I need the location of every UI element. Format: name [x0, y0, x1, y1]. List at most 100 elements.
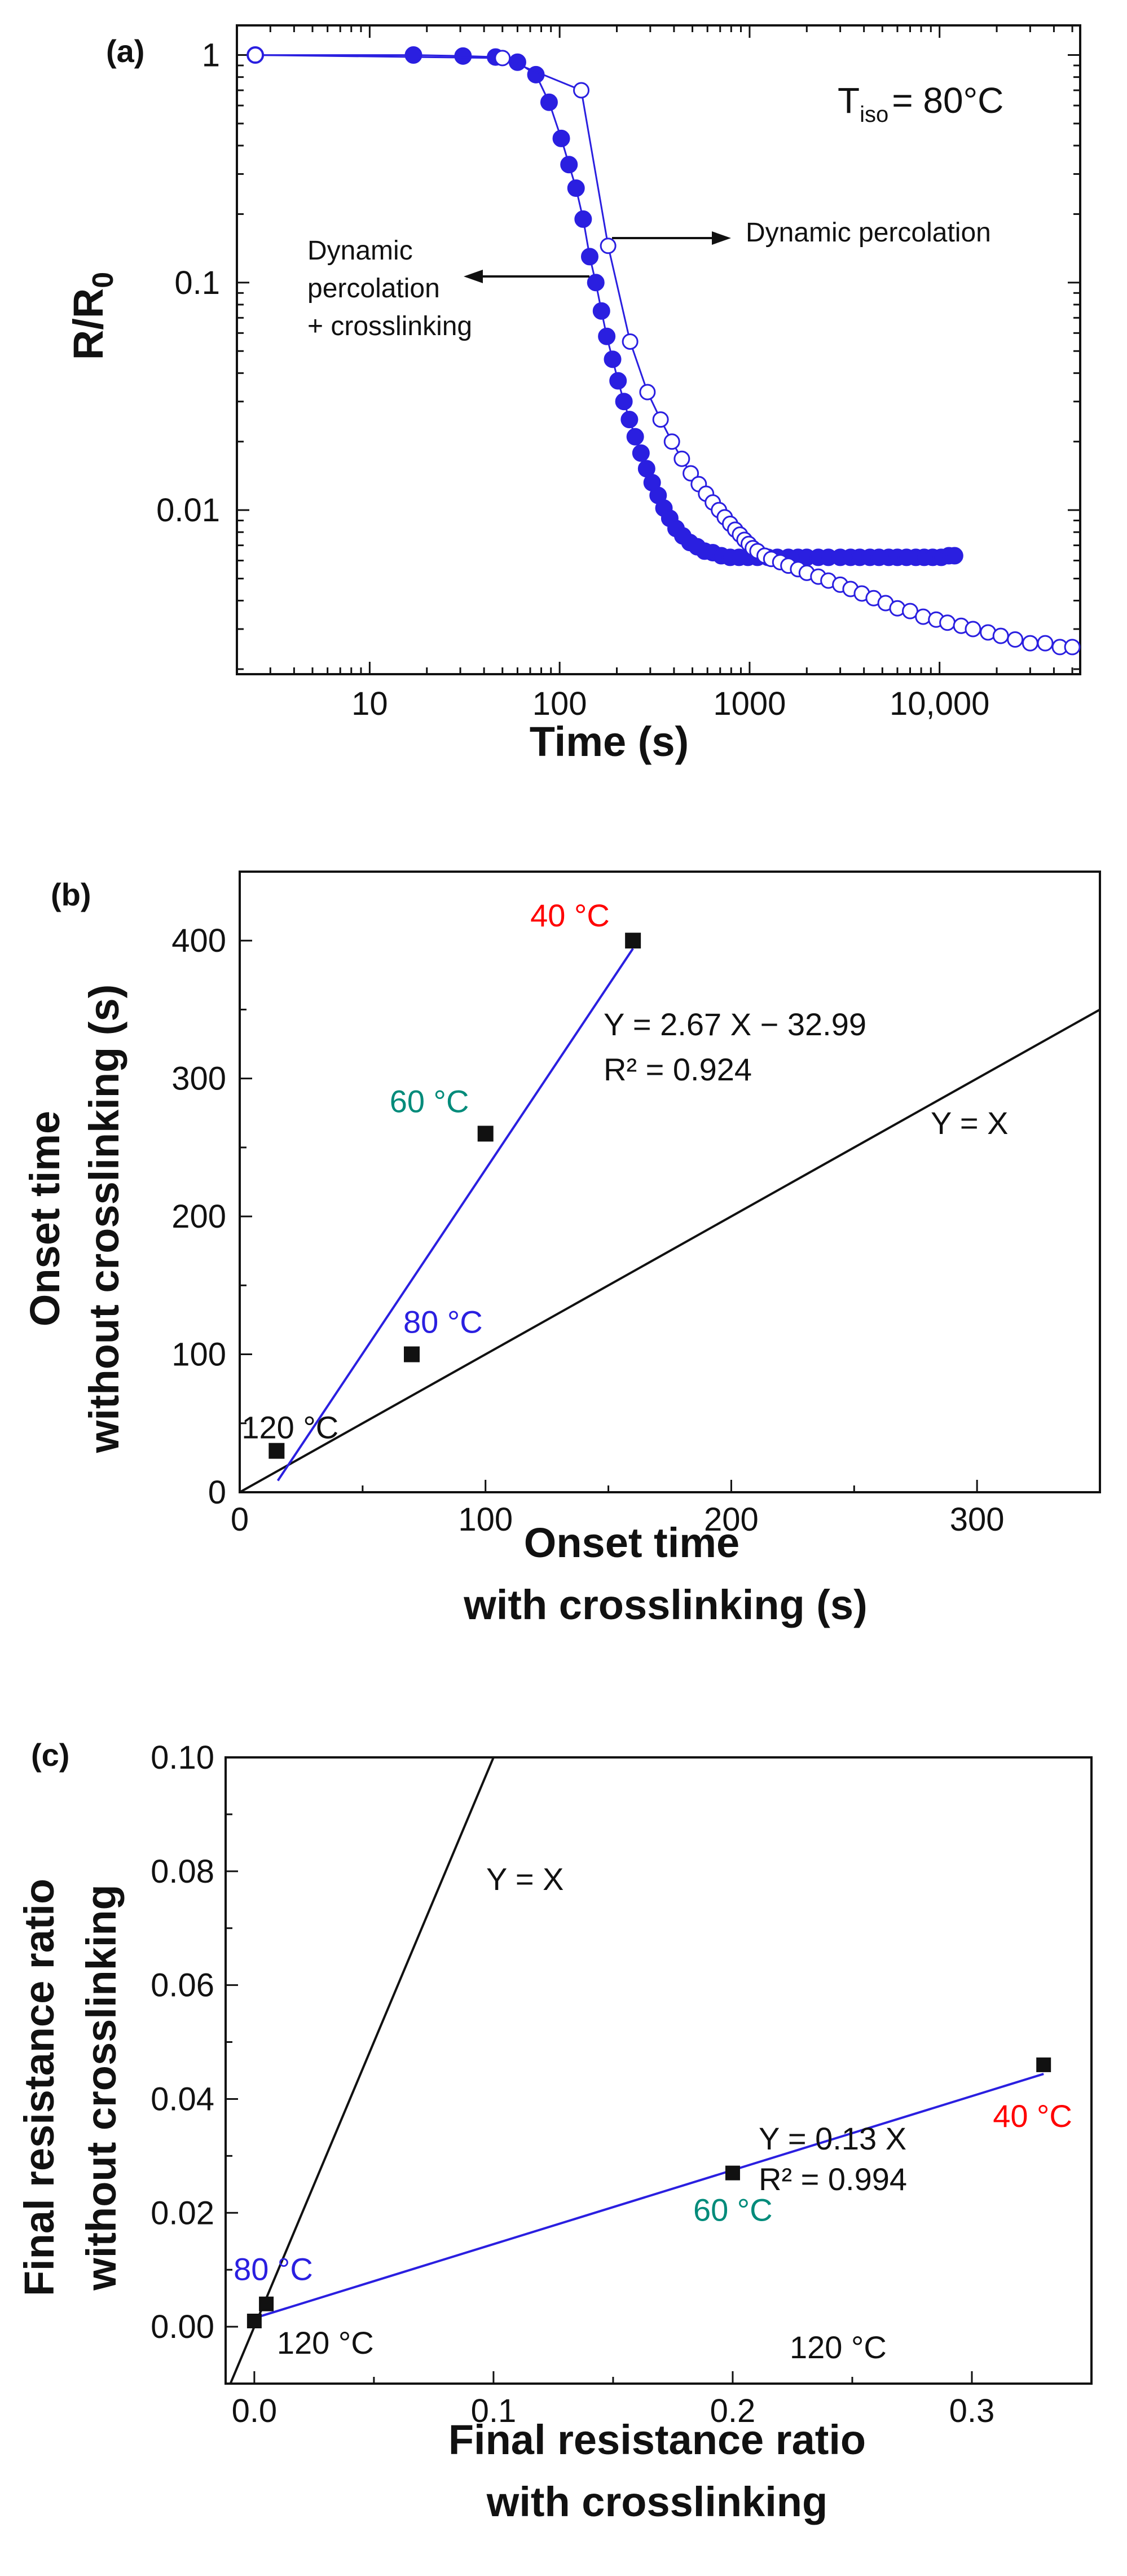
data-point-without-crosslinking [965, 621, 981, 638]
y-tick-label: 0.02 [151, 2195, 214, 2231]
data-point-with-crosslinking [560, 156, 578, 174]
data-point-with-crosslinking [598, 327, 616, 345]
y-tick-label: 0.08 [151, 1853, 214, 1890]
panel-a-tiso-prefix: T [838, 80, 860, 121]
x-tick-label: 100 [532, 685, 587, 722]
data-point-with-crosslinking [620, 411, 639, 429]
x-tick-label: 0 [231, 1501, 249, 1538]
x-tick-label: 0.0 [232, 2393, 278, 2429]
panel-b-identity-label: Y = X [931, 1105, 1009, 1141]
data-point [725, 2165, 740, 2181]
panel-a-tiso: Tiso= 80°C [838, 80, 1003, 127]
data-point-with-crosslinking [945, 547, 963, 565]
data-point-without-crosslinking [992, 627, 1009, 644]
data-point-with-crosslinking [604, 350, 622, 368]
panel-c-extra-label: 120 °C [790, 2329, 887, 2365]
data-point [259, 2296, 274, 2311]
panel-a-ticks: 10 100 1000 10,000 1 0.1 0.01 [156, 25, 1080, 722]
y-tick-label: 300 [171, 1061, 226, 1097]
data-point-without-crosslinking [683, 465, 699, 482]
panel-a-series [246, 46, 1081, 656]
data-point [268, 1443, 285, 1459]
panel-a-xlabel: Time (s) [530, 718, 689, 765]
panel-c-ylabel-line-2: without crosslinking [78, 1884, 125, 2291]
x-tick-label: 0.1 [471, 2393, 517, 2429]
annotation-right-arrow-head [712, 231, 731, 245]
data-point-with-crosslinking [574, 210, 592, 228]
panel-b-lines [239, 948, 1100, 1493]
y-tick-label: 0.01 [156, 492, 220, 529]
panel-a-label: (a) [106, 33, 144, 69]
data-point-without-crosslinking [663, 433, 680, 450]
data-point-without-crosslinking [494, 50, 511, 67]
data-point-with-crosslinking [567, 179, 585, 197]
panel-b-ticks: 0 100 200 300 0 100 200 300 400 [171, 871, 1101, 1538]
y-tick-label: 100 [171, 1337, 226, 1373]
panel-c: (c) 0.0 0.1 0.2 0.3 0.00 0.02 0.04 0.06 0.08 0.10… [16, 1737, 1093, 2525]
identity-line [229, 1757, 495, 2384]
y-tick-label: 1 [202, 37, 220, 74]
x-tick-label: 100 [458, 1501, 513, 1538]
data-point [625, 933, 641, 949]
panel-c-xlabel-line-2: with crosslinking [486, 2478, 827, 2525]
y-tick-label: 0 [208, 1474, 226, 1511]
identity-line [239, 1008, 1100, 1493]
panel-c-lines [229, 1757, 1044, 2384]
panel-b-xlabel-line-1: Onset time [524, 1519, 739, 1566]
point-label: 120 °C [241, 1410, 338, 1445]
data-point [404, 1346, 420, 1362]
data-point-with-crosslinking [587, 274, 605, 292]
data-point [246, 2314, 262, 2328]
x-tick-label: 10,000 [890, 685, 989, 722]
panel-b-points: 120 °C 80 °C 60 °C 40 °C [241, 898, 641, 1459]
data-point-without-crosslinking [1007, 631, 1024, 648]
panel-a-annotation-left: Dynamic percolation + crosslinking [307, 236, 589, 341]
data-point-without-crosslinking [1037, 635, 1054, 652]
panel-a: (a) 10 100 1000 10,000 1 0.1 0.01 Time (s) R/R… [65, 24, 1081, 765]
annotation-left-arrow-head [464, 270, 483, 283]
panel-b-label: (b) [51, 877, 91, 912]
point-label: 80 °C [234, 2252, 313, 2287]
panel-c-frame [224, 1756, 1093, 2385]
data-point-with-crosslinking [626, 428, 644, 446]
point-label: 60 °C [390, 1083, 469, 1119]
x-tick-label: 1000 [713, 685, 786, 722]
data-point-with-crosslinking [580, 248, 598, 266]
data-point-with-crosslinking [552, 129, 570, 147]
x-tick-label: 0.2 [710, 2393, 756, 2429]
panel-c-label: (c) [31, 1737, 69, 1773]
data-point-without-crosslinking [639, 384, 656, 401]
data-point-without-crosslinking [652, 411, 669, 428]
y-tick-label: 400 [171, 922, 226, 959]
panel-a-frame [236, 24, 1081, 675]
data-point-without-crosslinking [622, 333, 639, 350]
panel-c-fit-equation: Y = 0.13 X [759, 2121, 906, 2156]
data-point-with-crosslinking [540, 93, 558, 111]
data-point-without-crosslinking [1064, 639, 1081, 656]
point-label: 80 °C [403, 1304, 483, 1340]
x-tick-label: 10 [351, 685, 388, 722]
fit-line [254, 2073, 1044, 2319]
annotation-left-line-1: Dynamic [307, 236, 413, 266]
data-point [477, 1126, 494, 1142]
fit-line [276, 948, 634, 1482]
data-point-with-crosslinking [615, 393, 633, 411]
panel-a-tiso-suffix: = 80°C [892, 80, 1003, 121]
panel-b-frame [239, 871, 1101, 1493]
y-tick-label: 200 [171, 1198, 226, 1235]
panel-c-points: 120 °C 80 °C 60 °C 40 °C [234, 2057, 1072, 2360]
y-tick-label: 0.1 [174, 265, 220, 301]
panel-c-identity-label: Y = X [486, 1861, 564, 1897]
x-tick-label: 200 [704, 1501, 759, 1538]
panel-c-fit-r2: R² = 0.994 [759, 2161, 907, 2197]
panel-b-ylabel-line-1: Onset time [21, 1111, 68, 1326]
panel-a-ylabel: R/R0 [65, 272, 120, 360]
point-label: 40 °C [530, 898, 610, 933]
data-point-without-crosslinking [939, 614, 956, 631]
panel-c-ylabel-line-1: Final resistance ratio [16, 1879, 63, 2296]
point-label: 120 °C [277, 2325, 374, 2360]
y-tick-label: 0.10 [151, 1739, 214, 1776]
annotation-left-line-3: + crosslinking [307, 311, 472, 341]
data-point-without-crosslinking [1022, 635, 1038, 652]
